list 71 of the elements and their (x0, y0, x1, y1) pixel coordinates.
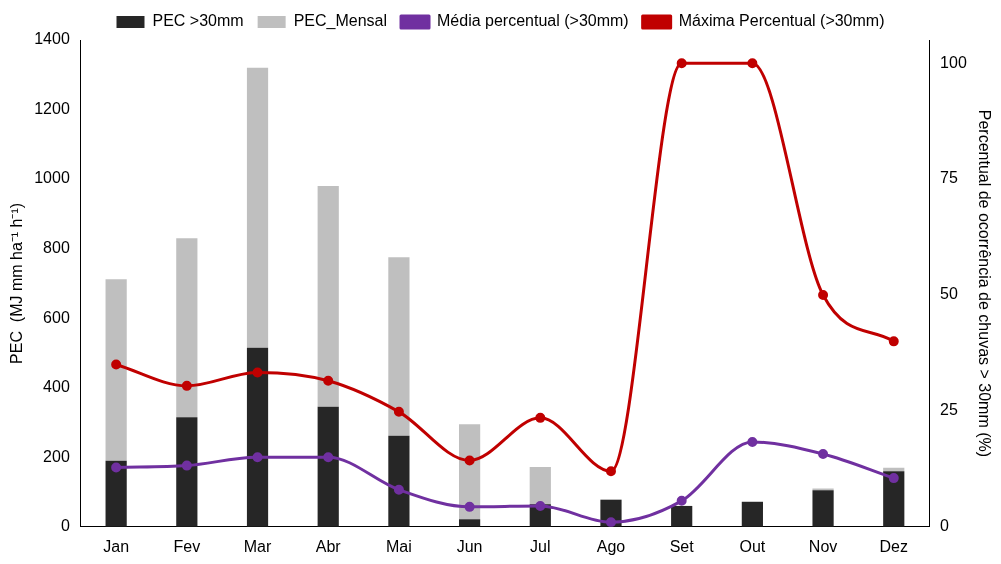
x-tick-label: Jul (530, 537, 551, 555)
point (323, 452, 334, 463)
bar (317, 186, 339, 407)
bar (105, 460, 127, 527)
point (464, 501, 475, 512)
bar (246, 347, 269, 527)
bar (883, 471, 905, 527)
x-tick-label: Out (739, 537, 766, 555)
x-tick-label: Jan (103, 537, 130, 555)
x-tick-label: Nov (808, 537, 838, 555)
y-tick-label: 800 (43, 239, 70, 257)
y-tick-label: 1000 (34, 169, 70, 187)
y-tick-label: 0 (60, 517, 70, 535)
legend-label: Máxima Percentual (>30mm) (678, 12, 885, 30)
point (111, 359, 122, 370)
x-tick-label: Mar (243, 537, 272, 555)
point (181, 460, 192, 471)
point (393, 484, 404, 495)
x-tick-label: Mai (386, 537, 412, 555)
point (393, 406, 404, 417)
y-tick-label: 600 (43, 308, 70, 326)
point (676, 58, 687, 69)
point (818, 449, 829, 460)
point (252, 452, 263, 463)
point (252, 367, 263, 378)
point (747, 436, 758, 447)
y2-tick-label: 100 (940, 53, 967, 71)
point (888, 336, 899, 347)
y2-axis-title: Percentual de ocorrência de chuvas > 30mm (%) (975, 109, 993, 458)
bar (459, 519, 481, 527)
x-tick-label: Ago (596, 537, 626, 555)
point (605, 466, 616, 477)
y2-tick-label: 75 (940, 169, 958, 187)
bar (388, 435, 410, 527)
y-tick-label: 1200 (34, 99, 70, 117)
point (464, 455, 475, 466)
x-tick-label: Abr (315, 537, 342, 555)
point (111, 462, 122, 473)
y2-tick-label: 25 (940, 401, 958, 419)
legend-label: Média percentual (>30mm) (437, 12, 629, 30)
bar (317, 406, 339, 527)
bar (529, 466, 551, 505)
point (535, 412, 546, 423)
bar (812, 490, 834, 527)
legend-label: PEC_Mensal (293, 12, 388, 31)
point (747, 58, 758, 69)
bar (176, 417, 198, 527)
x-tick-label: Set (669, 537, 695, 555)
bar (388, 257, 410, 436)
bar (741, 501, 763, 527)
y2-tick-label: 50 (940, 285, 958, 303)
point (818, 289, 829, 300)
legend-label: PEC >30mm (152, 12, 244, 30)
x-tick-label: Dez (879, 537, 908, 555)
point (181, 380, 192, 391)
point (605, 517, 616, 527)
bar (246, 67, 269, 348)
bar (671, 505, 693, 527)
y-tick-label: 1400 (34, 30, 70, 48)
y-axis-title: PEC (MJ mm ha⁻¹ h⁻¹) (8, 202, 26, 364)
point (888, 473, 899, 484)
x-tick-label: Jun (456, 537, 483, 555)
bar (105, 279, 127, 461)
point (676, 495, 687, 506)
y-tick-label: 400 (43, 378, 70, 396)
point (535, 500, 546, 511)
bar (176, 238, 198, 418)
y-tick-label: 200 (43, 447, 70, 465)
y2-tick-label: 0 (940, 517, 950, 535)
x-tick-label: Fev (173, 537, 201, 555)
point (323, 375, 334, 386)
